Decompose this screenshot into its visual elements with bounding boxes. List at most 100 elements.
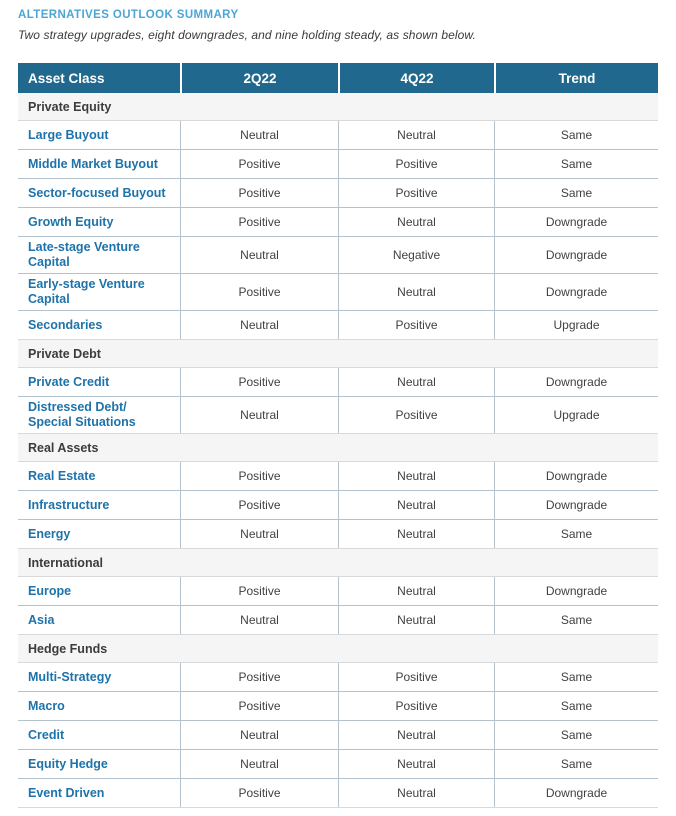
q4-2022-cell: Neutral xyxy=(338,208,494,236)
table-header-row: Asset Class 2Q22 4Q22 Trend xyxy=(18,63,658,93)
table-row: Early-stage Venture Capital Positive Neu… xyxy=(18,274,658,311)
q4-2022-cell: Positive xyxy=(338,311,494,339)
table-row: Distressed Debt/ Special Situations Neut… xyxy=(18,397,658,434)
trend-cell: Same xyxy=(494,663,658,691)
q2-2022-cell: Positive xyxy=(180,491,338,519)
asset-class-cell: Early-stage Venture Capital xyxy=(28,277,145,306)
asset-class-cell: Middle Market Buyout xyxy=(28,156,158,171)
asset-class-cell: Large Buyout xyxy=(28,127,109,142)
asset-class-cell: Equity Hedge xyxy=(28,756,108,771)
q2-2022-cell: Positive xyxy=(180,368,338,396)
column-header-2q22: 2Q22 xyxy=(180,63,338,93)
table-row: Event Driven Positive Neutral Downgrade xyxy=(18,779,658,808)
asset-class-cell: Europe xyxy=(28,583,72,598)
trend-cell: Same xyxy=(494,692,658,720)
trend-cell: Upgrade xyxy=(494,311,658,339)
q2-2022-cell: Positive xyxy=(180,577,338,605)
q2-2022-cell: Positive xyxy=(180,208,338,236)
q4-2022-cell: Neutral xyxy=(338,368,494,396)
trend-cell: Same xyxy=(494,179,658,207)
trend-cell: Downgrade xyxy=(494,779,658,807)
table-row: Credit Neutral Neutral Same xyxy=(18,721,658,750)
q4-2022-cell: Positive xyxy=(338,150,494,178)
q4-2022-cell: Neutral xyxy=(338,606,494,634)
q2-2022-cell: Positive xyxy=(180,150,338,178)
column-header-trend: Trend xyxy=(494,63,658,93)
q2-2022-cell: Positive xyxy=(180,779,338,807)
column-header-asset-class: Asset Class xyxy=(28,70,105,86)
trend-cell: Same xyxy=(494,606,658,634)
trend-cell: Same xyxy=(494,150,658,178)
q2-2022-cell: Neutral xyxy=(180,311,338,339)
q4-2022-cell: Neutral xyxy=(338,750,494,778)
trend-cell: Upgrade xyxy=(494,397,658,433)
section-row: Hedge Funds xyxy=(18,635,658,663)
q4-2022-cell: Neutral xyxy=(338,121,494,149)
q4-2022-cell: Positive xyxy=(338,692,494,720)
section-label: Hedge Funds xyxy=(28,641,108,656)
table-row: Real Estate Positive Neutral Downgrade xyxy=(18,462,658,491)
q4-2022-cell: Neutral xyxy=(338,721,494,749)
section-row: Real Assets xyxy=(18,434,658,462)
asset-class-cell: Secondaries xyxy=(28,317,103,332)
trend-cell: Same xyxy=(494,750,658,778)
q2-2022-cell: Positive xyxy=(180,663,338,691)
column-header-4q22: 4Q22 xyxy=(338,63,494,93)
q2-2022-cell: Neutral xyxy=(180,750,338,778)
trend-cell: Downgrade xyxy=(494,368,658,396)
table-row: Europe Positive Neutral Downgrade xyxy=(18,577,658,606)
q2-2022-cell: Neutral xyxy=(180,397,338,433)
section-row: Private Debt xyxy=(18,340,658,368)
q2-2022-cell: Positive xyxy=(180,462,338,490)
table-row: Macro Positive Positive Same xyxy=(18,692,658,721)
trend-cell: Downgrade xyxy=(494,491,658,519)
asset-class-cell: Credit xyxy=(28,727,65,742)
asset-class-cell: Infrastructure xyxy=(28,497,110,512)
q2-2022-cell: Neutral xyxy=(180,520,338,548)
section-label: International xyxy=(28,555,104,570)
table-row: Growth Equity Positive Neutral Downgrade xyxy=(18,208,658,237)
section-row: International xyxy=(18,549,658,577)
table-row: Late-stage Venture Capital Neutral Negat… xyxy=(18,237,658,274)
q2-2022-cell: Neutral xyxy=(180,721,338,749)
asset-class-cell: Energy xyxy=(28,526,71,541)
trend-cell: Same xyxy=(494,520,658,548)
q4-2022-cell: Positive xyxy=(338,179,494,207)
asset-class-cell: Multi-Strategy xyxy=(28,669,112,684)
asset-class-cell: Asia xyxy=(28,612,55,627)
section-label: Private Debt xyxy=(28,346,101,361)
asset-class-cell: Real Estate xyxy=(28,468,96,483)
trend-cell: Downgrade xyxy=(494,208,658,236)
table-row: Secondaries Neutral Positive Upgrade xyxy=(18,311,658,340)
q2-2022-cell: Neutral xyxy=(180,606,338,634)
section-row: Private Equity xyxy=(18,93,658,121)
q4-2022-cell: Neutral xyxy=(338,577,494,605)
table-row: Sector-focused Buyout Positive Positive … xyxy=(18,179,658,208)
table-row: Infrastructure Positive Neutral Downgrad… xyxy=(18,491,658,520)
table-row: Private Credit Positive Neutral Downgrad… xyxy=(18,368,658,397)
q4-2022-cell: Neutral xyxy=(338,779,494,807)
table-row: Asia Neutral Neutral Same xyxy=(18,606,658,635)
asset-class-cell: Private Credit xyxy=(28,374,110,389)
trend-cell: Downgrade xyxy=(494,237,658,273)
q4-2022-cell: Positive xyxy=(338,397,494,433)
asset-class-cell: Distressed Debt/ Special Situations xyxy=(28,400,136,429)
q4-2022-cell: Positive xyxy=(338,663,494,691)
trend-cell: Downgrade xyxy=(494,577,658,605)
trend-cell: Same xyxy=(494,721,658,749)
table-row: Multi-Strategy Positive Positive Same xyxy=(18,663,658,692)
page-title: ALTERNATIVES OUTLOOK SUMMARY xyxy=(18,9,239,21)
q4-2022-cell: Negative xyxy=(338,237,494,273)
page-subtitle: Two strategy upgrades, eight downgrades,… xyxy=(18,28,476,42)
table-row: Equity Hedge Neutral Neutral Same xyxy=(18,750,658,779)
trend-cell: Downgrade xyxy=(494,462,658,490)
table-row: Middle Market Buyout Positive Positive S… xyxy=(18,150,658,179)
q4-2022-cell: Neutral xyxy=(338,462,494,490)
section-label: Private Equity xyxy=(28,99,112,114)
asset-class-cell: Sector-focused Buyout xyxy=(28,185,166,200)
q2-2022-cell: Positive xyxy=(180,692,338,720)
q2-2022-cell: Positive xyxy=(180,179,338,207)
trend-cell: Downgrade xyxy=(494,274,658,310)
section-label: Real Assets xyxy=(28,440,99,455)
